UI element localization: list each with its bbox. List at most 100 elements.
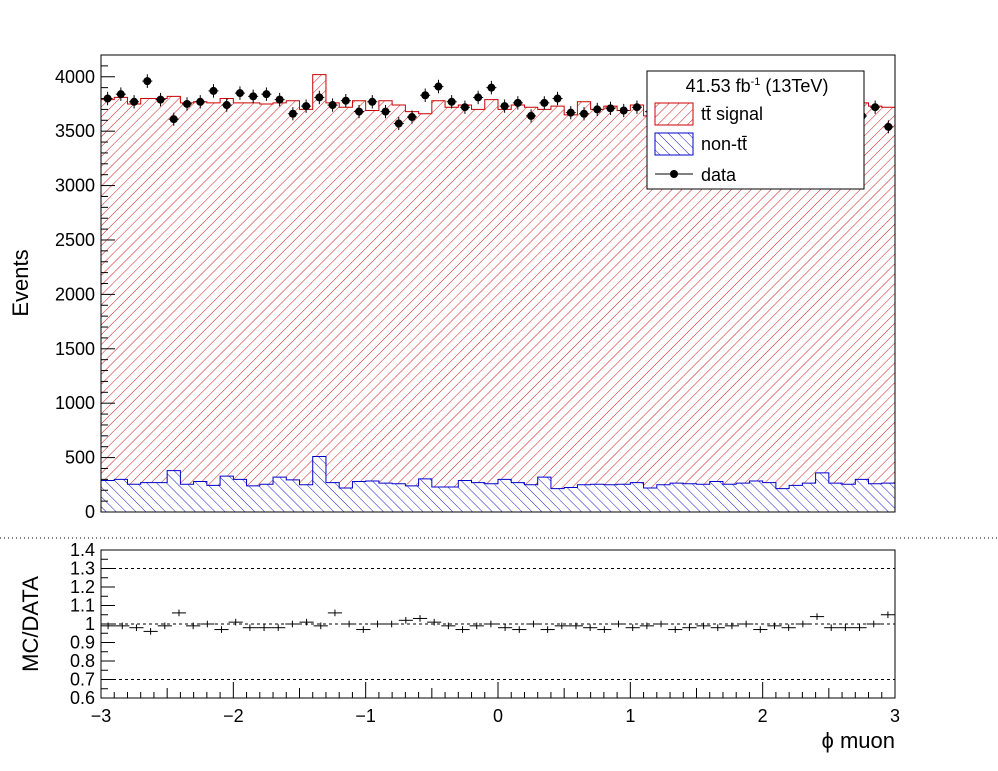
- background-bar: [696, 484, 710, 512]
- ratio-y-tick-label: 1: [85, 614, 95, 634]
- background-bar: [458, 480, 472, 512]
- background-bar: [511, 482, 525, 512]
- y-tick-label: 1500: [55, 339, 95, 359]
- signal-bar: [378, 100, 393, 484]
- background-bar: [325, 482, 340, 512]
- signal-bar: [749, 102, 763, 481]
- signal-bar: [114, 97, 128, 480]
- signal-bar: [590, 109, 604, 485]
- background-bar: [802, 483, 816, 512]
- ratio-frame: [100, 549, 896, 699]
- background-bar: [101, 480, 115, 512]
- data-point: [341, 96, 350, 105]
- data-point: [421, 91, 430, 100]
- background-bar: [193, 481, 207, 512]
- background-bar: [418, 478, 432, 512]
- y-tick-label: 2500: [55, 230, 95, 250]
- background-bar: [114, 479, 128, 512]
- signal-bar: [881, 107, 895, 484]
- data-point: [474, 93, 483, 102]
- signal-bar: [484, 99, 498, 484]
- background-bar: [775, 488, 790, 512]
- background-bar: [233, 479, 247, 512]
- data-point: [209, 86, 218, 95]
- ratio-y-tick-label: 1.1: [70, 596, 95, 616]
- background-bar: [524, 484, 538, 512]
- signal-bar: [709, 101, 723, 482]
- data-point: [302, 102, 311, 111]
- background-bar: [484, 483, 498, 512]
- signal-bar: [325, 102, 340, 483]
- x-tick-label: −1: [355, 706, 376, 726]
- signal-bar: [842, 110, 856, 485]
- background-bar: [815, 472, 829, 512]
- data-point: [328, 101, 337, 110]
- background-bar: [868, 483, 882, 512]
- background-bar: [352, 481, 366, 512]
- legend-label-background: non-tt̄: [701, 134, 747, 154]
- background-bar: [286, 479, 300, 512]
- background-bar: [828, 483, 843, 512]
- data-point: [487, 83, 496, 92]
- signal-bar: [537, 109, 551, 478]
- data-point: [527, 111, 536, 120]
- data-point: [434, 82, 443, 91]
- background-bar: [855, 479, 869, 512]
- data-point: [196, 97, 205, 106]
- data-point: [315, 93, 324, 102]
- y-tick-label: 4000: [55, 67, 95, 87]
- signal-bar: [736, 102, 750, 484]
- data-point: [513, 98, 522, 107]
- signal-bar: [643, 115, 657, 489]
- ratio-y-tick-label: 1.3: [70, 559, 95, 579]
- x-tick-label: 0: [493, 706, 503, 726]
- signal-bar: [445, 107, 459, 487]
- signal-bar: [339, 107, 353, 489]
- data-point: [262, 90, 271, 99]
- signal-bar: [656, 106, 671, 485]
- signal-bar: [140, 98, 154, 483]
- x-tick-label: 3: [890, 706, 900, 726]
- background-bar: [206, 485, 221, 512]
- background-bar: [564, 487, 578, 512]
- background-bar: [749, 480, 763, 512]
- y-tick-label: 3000: [55, 176, 95, 196]
- data-point: [632, 103, 641, 112]
- background-bar: [498, 479, 512, 512]
- ratio-x-axis: −3 −2 −1 0 1 2 3: [91, 682, 900, 726]
- x-tick-label: 1: [625, 706, 635, 726]
- signal-bar: [855, 102, 869, 480]
- signal-bar: [696, 106, 710, 485]
- background-bar: [180, 484, 194, 512]
- signal-bar: [312, 74, 326, 457]
- data-point: [222, 101, 231, 110]
- background-bar: [312, 456, 326, 512]
- signal-bar: [193, 101, 207, 482]
- signal-bar: [762, 109, 776, 483]
- background-bar: [153, 482, 168, 512]
- y-tick-label: 0: [85, 502, 95, 522]
- x-tick-label: 2: [758, 706, 768, 726]
- data-point: [169, 115, 178, 124]
- signal-bar: [511, 105, 525, 483]
- ratio-y-tick-label: 0.7: [70, 670, 95, 690]
- data-point: [381, 107, 390, 116]
- signal-bar: [577, 101, 591, 485]
- background-bar: [167, 470, 181, 512]
- signal-bar: [550, 106, 565, 489]
- ratio-panel: 0.60.70.80.911.11.21.31.4 −3 −2 −1 0 1 2 3 MC/…: [18, 540, 900, 753]
- signal-bar: [299, 109, 313, 485]
- ratio-y-tick-label: 1.4: [70, 540, 95, 560]
- signal-bar: [352, 100, 366, 482]
- signal-bar: [722, 113, 737, 485]
- stacked-histogram: [101, 74, 895, 512]
- legend-swatch-background: [654, 132, 694, 156]
- background-bar: [683, 483, 697, 512]
- background-outline: [101, 456, 895, 490]
- data-point: [275, 95, 284, 104]
- background-bar: [617, 484, 631, 512]
- background-bar: [709, 481, 723, 512]
- signal-bar: [458, 105, 472, 481]
- data-point: [460, 103, 469, 112]
- signal-bar: [868, 106, 882, 484]
